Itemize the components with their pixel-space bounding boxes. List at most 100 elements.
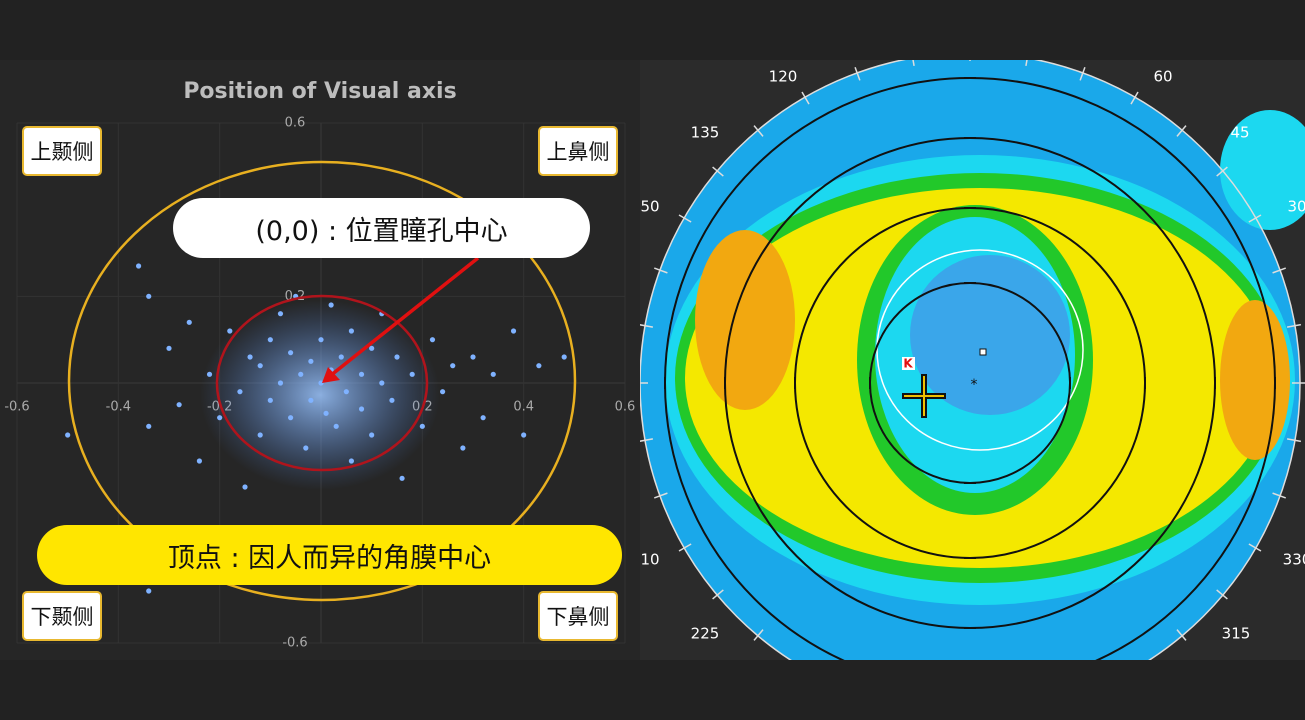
point xyxy=(348,328,354,334)
point xyxy=(257,363,263,369)
point xyxy=(288,415,294,421)
dial-label: 135 xyxy=(691,124,720,142)
point xyxy=(429,337,436,343)
dial-label: 45 xyxy=(1230,124,1249,142)
point xyxy=(206,371,213,377)
point xyxy=(536,363,542,369)
dial-tick xyxy=(801,91,810,105)
dial-tick xyxy=(712,166,724,177)
dial-tick xyxy=(1286,323,1302,328)
x-tick-label: 0.4 xyxy=(513,400,534,415)
point xyxy=(242,484,248,490)
point xyxy=(267,337,273,343)
point xyxy=(257,432,263,438)
point xyxy=(176,402,182,408)
point xyxy=(358,371,365,377)
point xyxy=(146,423,152,429)
corner-label: 上鼻侧 xyxy=(538,126,618,176)
point xyxy=(247,354,253,360)
corner-label: 上颞侧 xyxy=(22,126,102,176)
x-tick-label: 0.6 xyxy=(615,400,636,415)
dial-tick xyxy=(912,700,914,714)
dial-label: 60 xyxy=(1153,68,1172,86)
dial-tick xyxy=(1131,662,1138,674)
arrow-head xyxy=(322,367,340,383)
dial-tick xyxy=(912,60,915,67)
point xyxy=(65,432,71,438)
dial-tick xyxy=(1216,589,1228,600)
dial-label: 30 xyxy=(1287,198,1305,216)
point xyxy=(267,397,273,403)
point xyxy=(196,458,202,464)
dial-tick xyxy=(1272,492,1286,499)
dial-tick xyxy=(1248,214,1262,223)
point xyxy=(440,389,446,395)
point xyxy=(470,354,476,360)
inner-circle xyxy=(215,294,429,472)
x-tick-label: -0.6 xyxy=(4,400,29,415)
point xyxy=(217,415,223,421)
point xyxy=(409,371,415,377)
point xyxy=(288,350,294,356)
arrow xyxy=(328,256,480,378)
point xyxy=(146,293,152,299)
dial-tick xyxy=(802,662,809,674)
dial-label: 10 xyxy=(640,551,659,569)
dial-tick xyxy=(855,686,860,699)
point xyxy=(136,263,142,269)
point xyxy=(186,319,192,325)
point xyxy=(369,432,375,438)
dial-tick xyxy=(678,543,692,552)
dial-tick xyxy=(1248,543,1262,552)
dial-tick xyxy=(1130,91,1139,105)
dial-label: 50 xyxy=(640,198,659,216)
corner-label: 下鼻侧 xyxy=(538,591,618,641)
point xyxy=(399,475,405,481)
point xyxy=(521,432,527,438)
cluster-glow xyxy=(200,300,440,490)
dial-tick xyxy=(1025,60,1028,67)
point xyxy=(348,458,354,464)
dial-tick xyxy=(640,324,654,328)
y-tick-label: -0.6 xyxy=(282,636,307,651)
chart-title: Position of Visual axis xyxy=(183,79,456,104)
x-tick-label: -0.4 xyxy=(106,400,131,415)
dial-tick xyxy=(1272,267,1286,274)
dial-tick xyxy=(654,267,668,274)
dial-tick xyxy=(678,214,692,223)
point xyxy=(343,389,349,395)
point xyxy=(338,354,344,360)
corner-label: 下颞侧 xyxy=(22,591,102,641)
topography: * 120 60 135 45 50 30 10 330 225 315 K xyxy=(640,60,1305,714)
svg-text:*: * xyxy=(971,377,978,393)
outer-ellipse xyxy=(67,160,577,602)
point xyxy=(510,328,517,334)
dial-tick xyxy=(854,67,861,81)
marker-box xyxy=(902,357,915,370)
point xyxy=(379,380,385,386)
dial-label: 120 xyxy=(769,68,798,86)
dial-tick xyxy=(640,438,654,442)
point xyxy=(308,358,314,364)
dial-tick xyxy=(1216,166,1228,177)
points xyxy=(65,263,567,594)
point xyxy=(561,354,567,360)
dial-tick xyxy=(1026,700,1028,714)
point xyxy=(318,380,324,386)
point xyxy=(389,397,395,403)
point xyxy=(227,328,233,334)
point xyxy=(394,354,400,360)
dial-tick xyxy=(1079,67,1086,81)
dial-tick xyxy=(753,125,764,137)
point xyxy=(490,371,496,377)
point xyxy=(146,588,152,594)
point xyxy=(450,363,456,369)
marker: K xyxy=(903,357,913,371)
apex-note: 顶点 : 因人而异的角膜中心 xyxy=(37,525,622,585)
point xyxy=(419,423,425,429)
dial-tick xyxy=(1176,629,1187,641)
dial-label: 330 xyxy=(1283,551,1305,569)
center-note: (0,0) : 位置瞳孔中心 xyxy=(173,198,590,258)
dial-tick xyxy=(1286,438,1302,443)
